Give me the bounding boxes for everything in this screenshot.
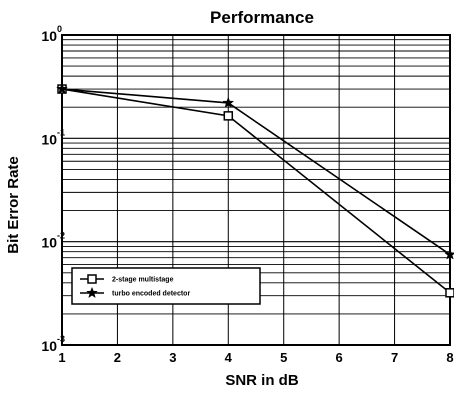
y-tick-base: 10 [41,28,57,44]
y-axis-label: Bit Error Rate [5,156,22,254]
x-tick-label: 5 [280,350,287,365]
legend: 2-stage multistage turbo encoded detector [71,267,261,305]
y-tick-base: 10 [41,131,57,147]
x-tick-label: 7 [391,350,398,365]
y-tick-label: 10 -2 [41,231,65,251]
legend-label: 2-stage multistage [112,277,174,284]
plot-frame [61,34,451,346]
y-tick-label: 10 0 [41,24,62,44]
y-tick-exponent: -2 [57,231,65,241]
y-tick-base: 10 [41,235,57,251]
legend-box [71,267,261,305]
y-tick-base: 10 [41,338,57,354]
data-point-square [445,288,454,298]
series-line [61,88,451,256]
x-axis-label: SNR in dB [225,372,298,389]
y-tick-exponent: 0 [57,24,62,34]
y-tick-label: 10 -1 [41,127,65,147]
chart-title: Performance [210,8,314,27]
x-tick-label: 6 [336,350,343,365]
data-point-star [86,286,98,299]
y-tick-label: 10 -3 [41,334,65,354]
series-line [61,88,451,294]
x-tick-label: 2 [114,350,121,365]
y-tick-exponent: -3 [57,334,65,344]
grid [62,35,450,345]
x-tick-label: 1 [58,350,65,365]
data-point-square [223,111,234,121]
series [56,82,454,298]
y-tick-exponent: -1 [57,127,65,137]
legend-label: turbo encoded detector [112,291,190,298]
data-point-star [56,82,68,95]
data-point-star [222,96,235,108]
x-tick-label: 3 [169,350,176,365]
x-tick-label: 4 [225,350,233,365]
x-tick-label: 8 [446,350,453,365]
data-point-square [87,274,97,284]
